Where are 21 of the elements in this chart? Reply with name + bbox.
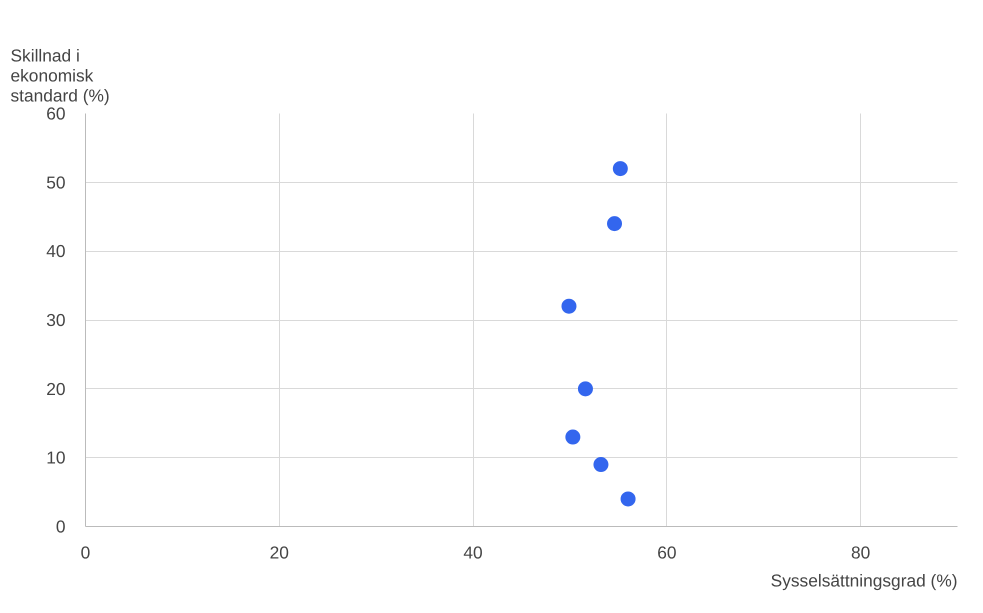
y-tick-label: 20: [46, 378, 66, 399]
x-tick-label: 80: [850, 542, 870, 562]
y-tick-label: 30: [46, 310, 66, 330]
y-tick-label: 40: [46, 241, 66, 262]
y-tick-label: 60: [46, 104, 66, 124]
point: [561, 298, 576, 314]
point: [620, 491, 636, 506]
point: [565, 430, 580, 445]
x-tick-label: 40: [463, 542, 483, 562]
y-tick-label: 10: [46, 448, 66, 468]
y-tick-label: 0: [56, 516, 66, 536]
x-tick-label: 60: [657, 542, 676, 562]
point: [612, 161, 628, 176]
y-axis-title: Skillnad i ekonomisk standard (%): [10, 46, 110, 106]
x-tick-label: 0: [80, 542, 90, 562]
y-tick-label: 50: [46, 172, 66, 192]
point: [578, 381, 593, 396]
point: [607, 216, 622, 232]
x-tick-label: 20: [270, 542, 289, 562]
point: [593, 457, 608, 472]
x-axis-title: Sysselsättningsgrad (%): [770, 570, 958, 590]
